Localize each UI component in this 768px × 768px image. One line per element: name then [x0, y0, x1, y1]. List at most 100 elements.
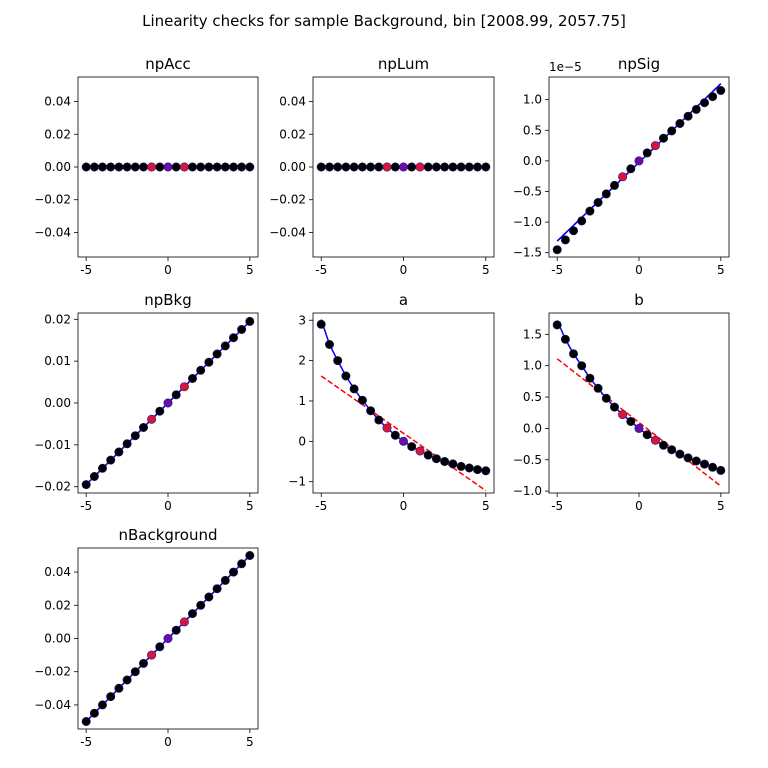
data-point	[658, 440, 668, 450]
data-point	[98, 463, 108, 473]
x-tick-label: -5	[80, 735, 92, 749]
data-point	[374, 415, 384, 425]
data-point	[699, 459, 709, 469]
data-point	[560, 235, 570, 245]
data-point	[650, 141, 660, 151]
axes-frame	[77, 312, 259, 494]
data-point	[114, 162, 124, 172]
data-point	[472, 162, 482, 172]
linear-extrapolation-line	[320, 375, 487, 492]
data-point	[716, 86, 726, 96]
data-point	[89, 471, 99, 481]
data-point	[106, 162, 116, 172]
data-point	[220, 341, 230, 351]
x-tick-label: -5	[551, 263, 563, 277]
data-point	[552, 245, 562, 255]
y-tick-label: 0	[298, 434, 306, 448]
x-tick-label: 0	[164, 263, 172, 277]
data-point	[642, 430, 652, 440]
data-point	[229, 567, 239, 577]
plot-area	[81, 162, 255, 172]
y-tick-label: −1.0	[513, 484, 542, 498]
data-point	[245, 550, 255, 560]
data-point	[691, 104, 701, 114]
panel-nbackground: nBackground -5 0 5 −0.04 −0.02 0.00 0.02 0.04	[34, 526, 259, 749]
data-point	[114, 447, 124, 457]
data-point	[341, 371, 351, 381]
axes-frame	[77, 547, 259, 730]
data-point	[204, 357, 214, 367]
data-point	[163, 633, 173, 643]
data-point	[390, 430, 400, 440]
data-point	[81, 480, 91, 490]
data-point	[349, 162, 359, 172]
y-tick-label: −0.04	[269, 225, 306, 239]
y-tick-label: −0.01	[34, 438, 71, 452]
data-point	[196, 600, 206, 610]
data-point	[89, 162, 99, 172]
data-point	[196, 365, 206, 375]
data-point	[130, 162, 140, 172]
data-point	[440, 456, 450, 466]
x-tick-label: 5	[246, 735, 254, 749]
y-tick-label: 1.5	[523, 327, 542, 341]
data-point	[237, 324, 247, 334]
x-tick-label: -5	[315, 263, 327, 277]
data-point	[81, 162, 91, 172]
data-point	[626, 416, 636, 426]
data-point	[464, 463, 474, 473]
y-tick-label: 0.02	[44, 127, 71, 141]
data-point	[245, 162, 255, 172]
x-tick-label: 0	[635, 499, 643, 513]
x-tick-label: 5	[482, 263, 490, 277]
data-point	[212, 162, 222, 172]
y-tick-label: −1	[288, 475, 306, 489]
data-point	[675, 449, 685, 459]
data-point	[366, 162, 376, 172]
data-point	[423, 450, 433, 460]
data-point	[626, 164, 636, 174]
x-tick-label: 5	[482, 499, 490, 513]
data-point	[568, 226, 578, 236]
plot-area	[81, 316, 255, 490]
data-point	[147, 650, 157, 660]
data-point	[188, 373, 198, 383]
data-point	[204, 592, 214, 602]
data-point	[423, 162, 433, 172]
data-point	[147, 162, 157, 172]
data-point	[163, 162, 173, 172]
y-tick-label: 3	[298, 313, 306, 327]
data-point	[179, 382, 189, 392]
data-point	[139, 422, 149, 432]
panel-title: a	[399, 291, 408, 309]
data-point	[357, 162, 367, 172]
x-tick-label: 5	[717, 263, 725, 277]
panel-b: b -5 0 5 −1.0 −0.5 0.0 0.5 1.0 1.5	[513, 291, 730, 513]
data-point	[618, 172, 628, 182]
data-point	[382, 423, 392, 433]
data-point	[324, 339, 334, 349]
data-point	[122, 675, 132, 685]
data-point	[204, 162, 214, 172]
plot-area	[552, 83, 726, 255]
panel-npsig: npSig 1e−5 -5 0 5 −1.5 −1.0 −0.5 0.0 0.5 1.0	[513, 55, 730, 277]
data-point	[593, 198, 603, 208]
data-point	[366, 406, 376, 416]
x-tick-label: 0	[400, 263, 408, 277]
axes-frame	[548, 76, 730, 258]
axes-frame	[548, 312, 730, 494]
y-tick-label: 0.04	[44, 565, 71, 579]
data-point	[609, 180, 619, 190]
data-point	[658, 133, 668, 143]
data-point	[188, 162, 198, 172]
data-point	[675, 119, 685, 129]
data-point	[316, 162, 326, 172]
y-tick-label: 0.5	[523, 123, 542, 137]
data-point	[618, 410, 628, 420]
data-point	[98, 162, 108, 172]
axes-frame	[312, 76, 495, 258]
y-tick-label: −0.02	[34, 193, 71, 207]
data-point	[382, 162, 392, 172]
data-point	[374, 162, 384, 172]
